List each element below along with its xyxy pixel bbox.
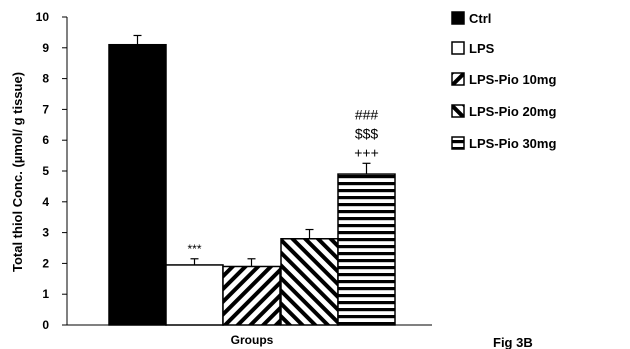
legend-swatch [451, 72, 465, 86]
y-tick-label: 5 [42, 164, 49, 178]
x-axis-label: Groups [231, 333, 274, 347]
figure-label: Fig 3B [493, 335, 533, 349]
legend-label: LPS-Pio 20mg [469, 104, 556, 119]
y-tick-label: 10 [36, 10, 50, 24]
bar [165, 264, 224, 326]
y-tick-label: 2 [42, 256, 49, 270]
legend-swatch [451, 41, 465, 55]
legend-label: LPS [469, 41, 495, 56]
bar [337, 173, 396, 326]
bars [108, 34, 396, 326]
significance-label: +++ [354, 144, 379, 160]
bar [222, 265, 281, 326]
y-tick-label: 3 [42, 226, 49, 240]
y-tick-label: 7 [42, 102, 49, 116]
y-tick-label: 8 [42, 72, 49, 86]
legend-label: Ctrl [469, 11, 491, 26]
legend-swatch [451, 104, 465, 118]
significance-annotations: *** ### $$$ +++ [187, 106, 378, 255]
y-tick-label: 6 [42, 133, 49, 147]
y-tick-label: 9 [42, 41, 49, 55]
y-tick-label: 1 [42, 287, 49, 301]
significance-label: $$$ [355, 125, 379, 141]
y-tick-label: 0 [42, 318, 49, 332]
legend-swatch [451, 136, 465, 150]
legend-label: LPS-Pio 10mg [469, 72, 556, 87]
legend-label: LPS-Pio 30mg [469, 136, 556, 151]
significance-label: ### [355, 106, 379, 122]
legend: Ctrl LPS LPS-Pio 10mg LPS-Pio 20mg LPS-Pio 3… [451, 11, 556, 151]
y-tick-label: 4 [42, 195, 49, 209]
bar [108, 43, 167, 326]
bar [280, 238, 339, 326]
y-axis-label: Total thiol Conc. (µmol/ g tissue) [10, 72, 25, 272]
legend-swatch [451, 11, 465, 25]
significance-label: *** [187, 242, 201, 256]
y-axis: 0 1 2 3 4 5 6 7 8 9 10 [36, 10, 68, 332]
